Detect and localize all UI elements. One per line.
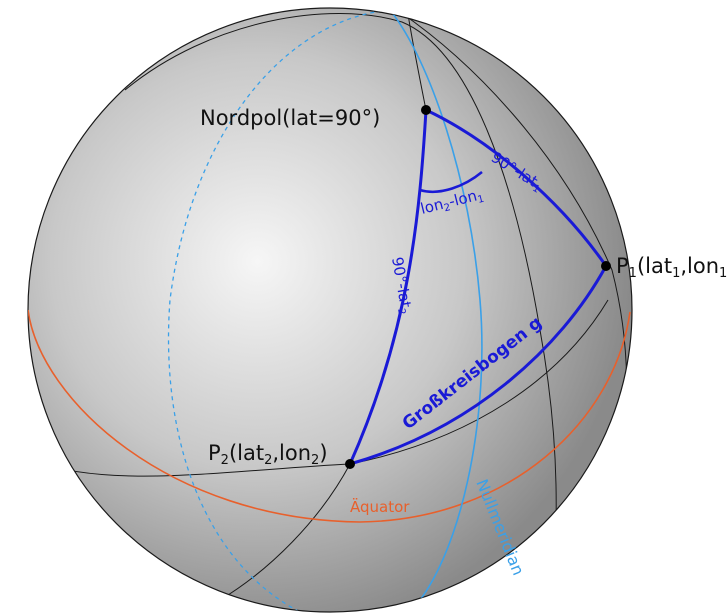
north-pole-point [421,105,431,115]
north-pole-label: Nordpol(lat=90°) [200,106,380,130]
angle-label: lon2-lon1 [419,185,486,220]
p1-point [601,261,611,271]
meridian-line-through-p2 [219,463,351,601]
prime-meridian-back [167,9,391,612]
angle-arc [419,171,483,194]
p1-label: P1(lat1,lon1) [616,254,727,281]
equator-label: Äquator [350,497,410,516]
great-circle-arc-p1-p2 [349,265,608,466]
meridian-line-np-p2 [407,13,427,111]
meridian-line-left [124,13,557,611]
prime-meridian-front [389,9,483,612]
great-circle-arc-np-p1 [425,108,608,267]
p2-point [345,459,355,469]
p2-label: P2(lat2,lon2) [208,441,328,468]
equator-line [28,309,631,523]
great-circle-arc-np-p2 [348,109,428,465]
